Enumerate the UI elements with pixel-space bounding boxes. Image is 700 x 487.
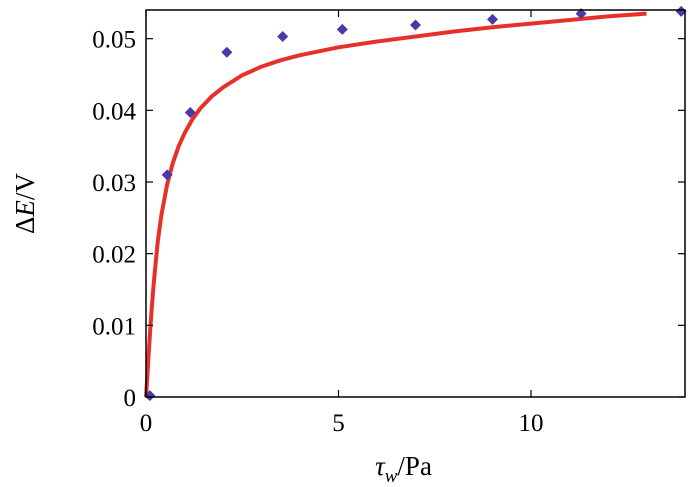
x-tick-label: 0	[140, 410, 153, 437]
x-tick-label: 10	[519, 410, 544, 437]
x-axis-symbol: τ	[375, 451, 386, 481]
ticks: 0 5 10 0 0.01 0.02 0.03 0.04 0.05	[92, 10, 685, 437]
y-axis-symbol: E	[10, 200, 40, 218]
x-axis-unit: /Pa	[397, 451, 432, 481]
data-point	[487, 13, 498, 25]
x-axis-label: τw/Pa	[375, 451, 432, 487]
data-point	[161, 169, 173, 181]
y-axis-unit: /V	[10, 173, 40, 201]
y-axis-label: ΔE/V	[10, 173, 40, 234]
plot-frame	[145, 9, 686, 398]
y-tick-label: 0	[124, 385, 137, 412]
y-axis-prefix: Δ	[10, 217, 40, 234]
data-point	[184, 106, 196, 118]
data-point	[221, 46, 233, 58]
data-point	[144, 390, 156, 402]
data-point	[410, 19, 421, 31]
data-point	[575, 8, 587, 20]
x-tick-label: 5	[332, 410, 345, 437]
fit-curve	[144, 11, 647, 398]
x-axis-subscript: w	[385, 466, 398, 487]
y-tick-label: 0.01	[92, 313, 136, 340]
data-point	[336, 23, 348, 35]
y-tick-label: 0.04	[92, 98, 136, 125]
plot-area	[144, 5, 687, 402]
data-point	[675, 5, 687, 17]
y-tick-label: 0.03	[92, 170, 136, 197]
y-tick-label: 0.05	[92, 27, 136, 54]
data-point	[277, 31, 289, 43]
y-tick-label: 0.02	[92, 242, 136, 269]
